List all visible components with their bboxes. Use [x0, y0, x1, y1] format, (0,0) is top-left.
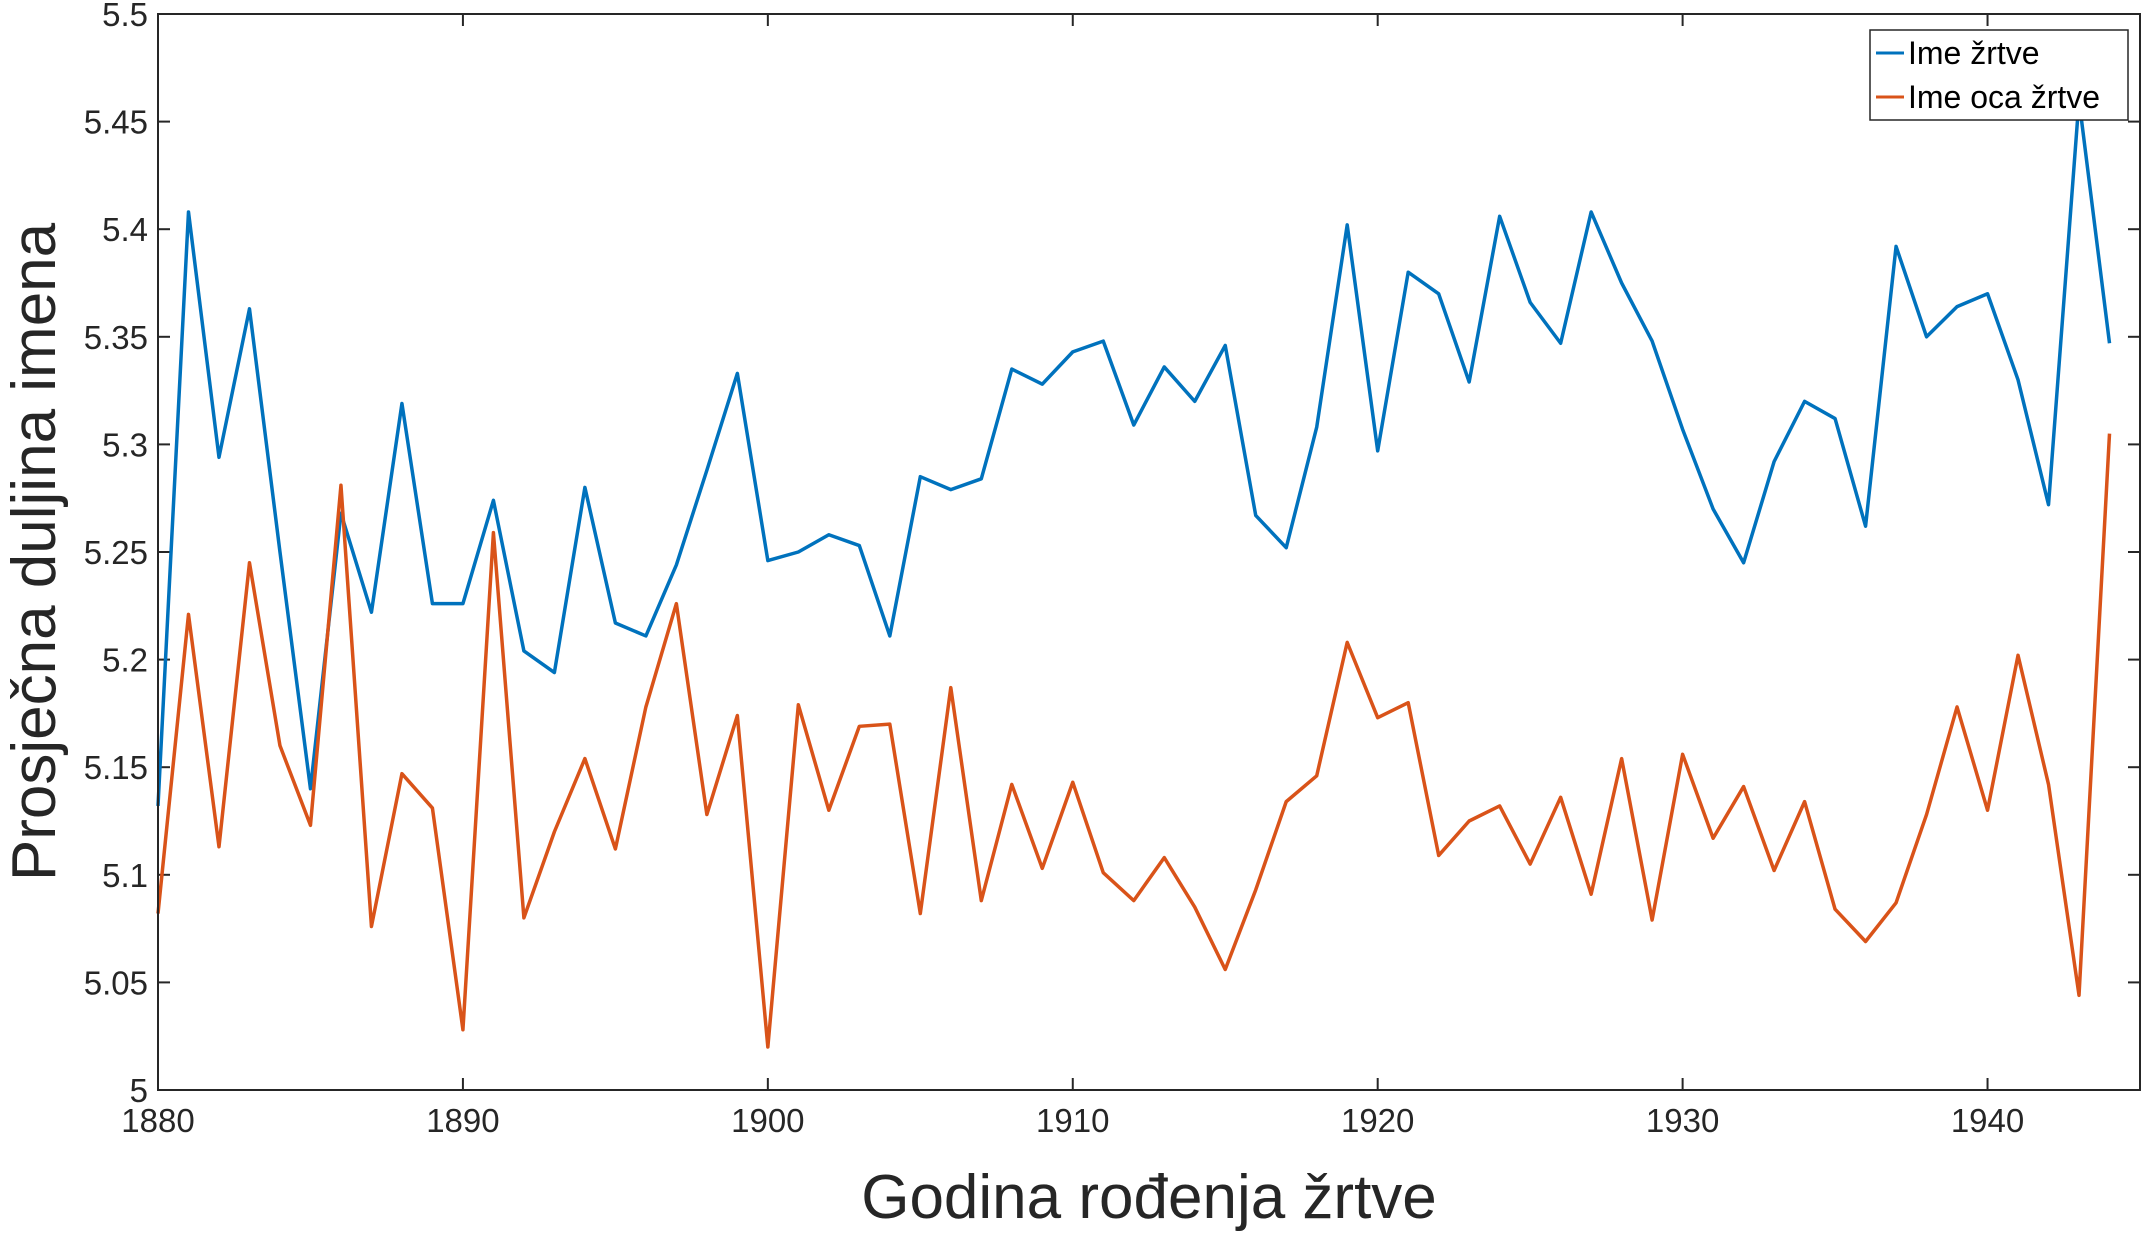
y-tick-label: 5.15 [84, 749, 148, 786]
y-tick-label: 5.45 [84, 104, 148, 141]
x-tick-label: 1940 [1951, 1102, 2024, 1139]
y-tick-label: 5 [130, 1072, 148, 1109]
x-axis-label: Godina rođenja žrtve [861, 1163, 1437, 1232]
y-tick-label: 5.35 [84, 319, 148, 356]
y-tick-label: 5.1 [102, 857, 148, 894]
legend-label-ime-zrtve: Ime žrtve [1908, 35, 2040, 71]
series-lines [156, 98, 2112, 1049]
axis-ticks: 1880 1890 1900 1910 1920 1930 1940 5 5.05 5.1 5.15… [84, 0, 2140, 1139]
y-tick-label: 5.25 [84, 534, 148, 571]
x-tick-label: 1900 [731, 1102, 804, 1139]
y-axis-label: Prosječna duljina imena [0, 222, 69, 881]
x-tick-label: 1920 [1341, 1102, 1414, 1139]
y-tick-label: 5.5 [102, 0, 148, 33]
y-tick-label: 5.2 [102, 642, 148, 679]
y-tick-label: 5.4 [102, 211, 148, 248]
x-tick-label: 1930 [1646, 1102, 1719, 1139]
y-tick-label: 5.05 [84, 964, 148, 1001]
x-tick-label: 1880 [121, 1102, 194, 1139]
plot-area-frame [157, 13, 2141, 1091]
y-tick-label: 5.3 [102, 426, 148, 463]
x-tick-label: 1910 [1036, 1102, 1109, 1139]
series-line-0 [156, 98, 2112, 807]
x-tick-label: 1890 [426, 1102, 499, 1139]
series-line-1 [156, 433, 2112, 1049]
legend-label-ime-oca-zrtve: Ime oca žrtve [1908, 79, 2100, 115]
legend-box [1869, 29, 2129, 121]
legend: Ime žrtve Ime oca žrtve [1869, 29, 2129, 121]
